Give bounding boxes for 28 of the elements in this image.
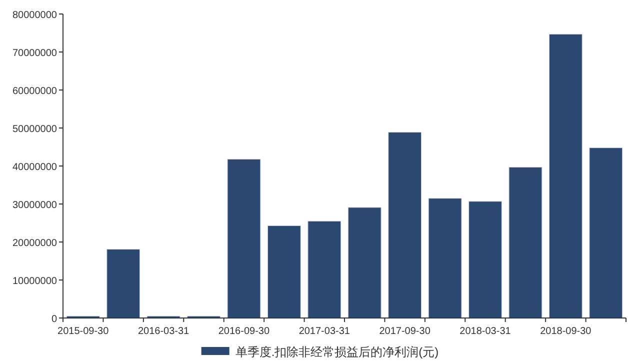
bar — [348, 207, 382, 318]
x-tick-label: 2018-03-31 — [460, 326, 512, 337]
y-tick-label: 50000000 — [12, 124, 58, 135]
bar — [227, 158, 261, 318]
y-tick-label: 40000000 — [12, 162, 58, 173]
y-tick-label: 0 — [51, 314, 58, 325]
y-tick-label: 80000000 — [12, 10, 58, 21]
x-tick-label: 2017-09-30 — [379, 326, 431, 337]
x-tick-label: 2017-03-31 — [298, 326, 350, 337]
bar — [308, 220, 342, 318]
y-tick-label: 10000000 — [12, 276, 58, 287]
x-tick-label: 2015-09-30 — [58, 326, 110, 337]
x-tick-label: 2016-09-30 — [218, 326, 270, 337]
bar — [468, 201, 502, 318]
y-tick-label: 70000000 — [12, 48, 58, 59]
bar — [106, 248, 140, 318]
bar — [589, 147, 623, 318]
bar — [388, 132, 422, 318]
y-tick-label: 60000000 — [12, 86, 58, 97]
bar — [267, 225, 301, 318]
bar — [548, 34, 582, 318]
y-tick-label: 20000000 — [12, 238, 58, 249]
bar — [508, 166, 542, 318]
x-tick-label: 2016-03-31 — [138, 326, 190, 337]
bar — [428, 198, 462, 318]
x-tick-label: 2018-09-30 — [540, 326, 592, 337]
y-tick-label: 30000000 — [12, 200, 58, 211]
legend-label: 单季度.扣除非经常损益后的净利润(元) — [235, 345, 439, 359]
